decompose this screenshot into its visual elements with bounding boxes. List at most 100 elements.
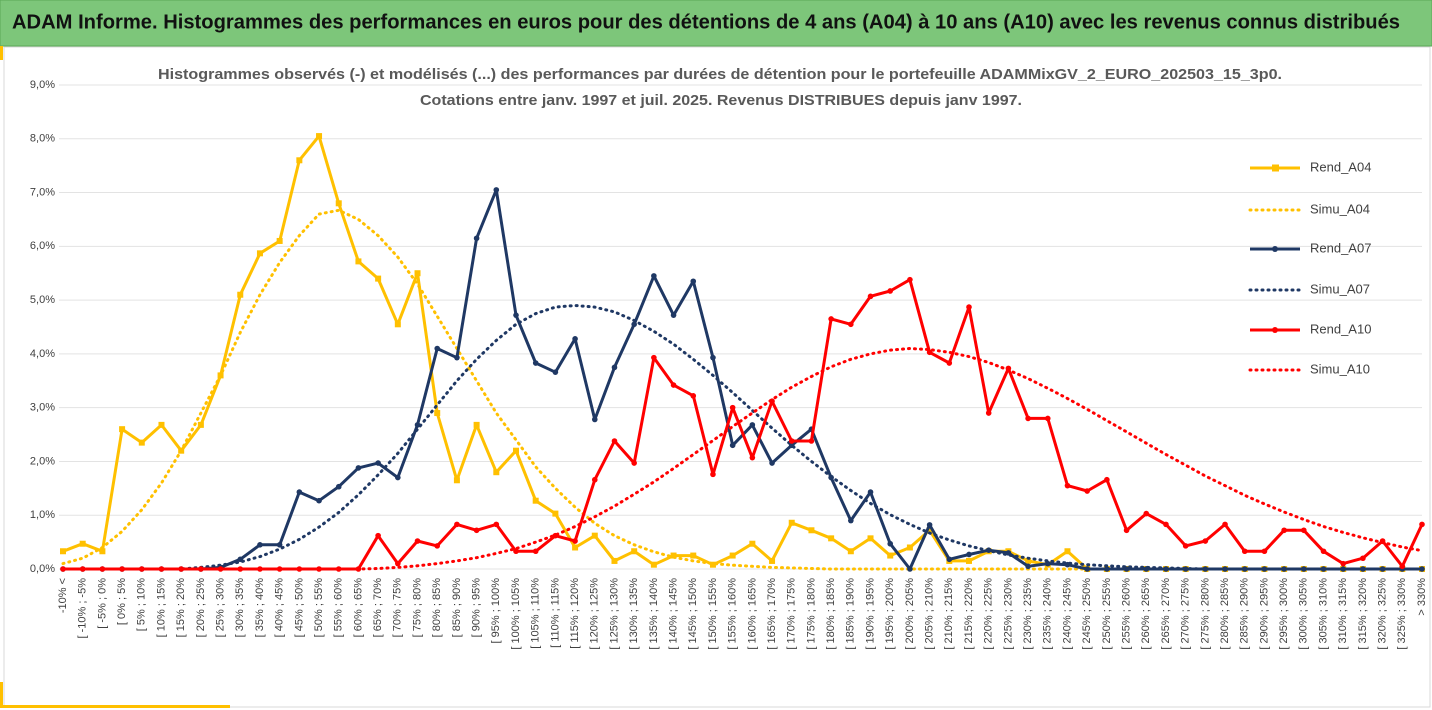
data-point xyxy=(906,544,913,551)
data-point xyxy=(1360,555,1366,562)
data-point xyxy=(591,416,598,423)
data-point xyxy=(887,540,894,547)
x-tick-label: [ -5% ; 0% xyxy=(96,578,108,629)
data-point xyxy=(926,522,933,528)
data-point xyxy=(670,312,677,318)
x-tick-label: [ 240% ; 245% xyxy=(1061,578,1073,650)
data-point xyxy=(335,200,342,207)
y-tick-label: 7,0% xyxy=(30,186,55,198)
legend-label: Rend_A10 xyxy=(1310,321,1371,336)
data-point xyxy=(788,438,795,444)
data-point xyxy=(828,535,835,542)
y-tick-label: 8,0% xyxy=(30,133,55,145)
data-point xyxy=(1064,548,1071,555)
x-tick-label: [ 325% ; 330% xyxy=(1396,578,1408,650)
data-point xyxy=(1399,563,1406,570)
chart-subtitle: Histogrammes observés (-) et modélisés (… xyxy=(158,66,1282,83)
data-point xyxy=(1320,548,1327,555)
data-point xyxy=(867,535,874,542)
data-point xyxy=(375,532,381,539)
legend-marker xyxy=(1272,246,1278,252)
data-point xyxy=(552,369,559,375)
data-point xyxy=(828,316,834,322)
data-point xyxy=(158,421,165,428)
data-point xyxy=(1301,527,1307,534)
y-tick-label: 0,0% xyxy=(30,563,55,575)
x-tick-label: [ 75% ; 80% xyxy=(411,578,423,638)
data-point xyxy=(631,460,637,466)
data-point xyxy=(395,560,401,567)
data-point xyxy=(887,288,894,294)
data-point xyxy=(946,556,953,563)
data-point xyxy=(729,404,736,411)
data-point xyxy=(414,270,421,277)
data-point xyxy=(256,250,263,257)
x-tick-label: [ 155% ; 160% xyxy=(727,578,739,650)
x-tick-label: [ 210% ; 215% xyxy=(943,578,955,650)
data-point xyxy=(473,235,480,242)
data-point xyxy=(197,421,204,428)
data-point xyxy=(907,566,913,572)
data-point xyxy=(848,321,854,328)
data-point xyxy=(788,519,795,526)
data-point xyxy=(670,382,677,388)
x-tick-label: [ 110% ; 115% xyxy=(549,578,561,648)
x-tick-label: [ 235% ; 240% xyxy=(1042,578,1054,650)
legend-label: Simu_A04 xyxy=(1310,201,1370,216)
data-point xyxy=(710,354,716,361)
data-point xyxy=(749,540,756,547)
x-tick-label: [ 305% ; 310% xyxy=(1317,578,1329,650)
legend-marker xyxy=(1272,327,1278,333)
data-point xyxy=(1104,476,1110,483)
accent xyxy=(0,682,3,708)
x-tick-label: [ 90% ; 95% xyxy=(471,578,483,638)
x-tick-label: [ 215% ; 220% xyxy=(963,578,975,650)
data-point xyxy=(434,543,441,549)
x-tick-label: [ -10% ; -5% xyxy=(77,578,89,639)
data-point xyxy=(532,548,539,555)
x-tick-label: [ 255% ; 260% xyxy=(1120,578,1132,650)
x-tick-label: [ 95% ; 100% xyxy=(490,578,502,644)
data-point xyxy=(276,542,283,548)
x-tick-label: [ 185% ; 190% xyxy=(845,578,857,650)
legend-label: Simu_A07 xyxy=(1310,281,1370,296)
data-point xyxy=(316,133,323,140)
data-point xyxy=(316,497,322,504)
chart-subtitle: Cotations entre janv. 1997 et juil. 2025… xyxy=(420,92,1022,109)
data-point xyxy=(769,557,776,564)
accent xyxy=(0,705,230,708)
data-point xyxy=(631,548,638,555)
data-point xyxy=(237,566,244,572)
data-point xyxy=(651,273,657,279)
data-point xyxy=(276,237,283,244)
accent xyxy=(0,46,3,60)
data-point xyxy=(946,360,953,366)
data-point xyxy=(60,548,66,555)
x-tick-label: [ 160% ; 165% xyxy=(746,578,758,650)
data-point xyxy=(710,471,716,478)
y-tick-label: 3,0% xyxy=(30,402,55,414)
data-point xyxy=(434,345,441,352)
data-point xyxy=(611,438,618,444)
x-tick-label: [ 315% ; 320% xyxy=(1357,578,1369,650)
x-tick-label: [ 0% ; 5% xyxy=(116,578,128,625)
y-tick-label: 5,0% xyxy=(30,294,55,306)
data-point xyxy=(966,551,972,558)
legend-label: Rend_A04 xyxy=(1310,159,1371,174)
x-tick-label: [ 300% ; 305% xyxy=(1298,578,1310,650)
data-point xyxy=(808,527,815,534)
data-point xyxy=(887,552,894,559)
data-point xyxy=(572,538,578,544)
data-point xyxy=(572,336,578,342)
data-point xyxy=(1025,557,1032,564)
data-point xyxy=(1025,563,1031,570)
data-point xyxy=(650,561,657,568)
data-point xyxy=(591,476,598,483)
x-tick-label: [ 245% ; 250% xyxy=(1081,578,1093,650)
data-point xyxy=(611,557,618,564)
data-point xyxy=(690,393,697,399)
data-point xyxy=(454,521,460,528)
data-point xyxy=(651,354,657,361)
data-point xyxy=(237,291,244,298)
